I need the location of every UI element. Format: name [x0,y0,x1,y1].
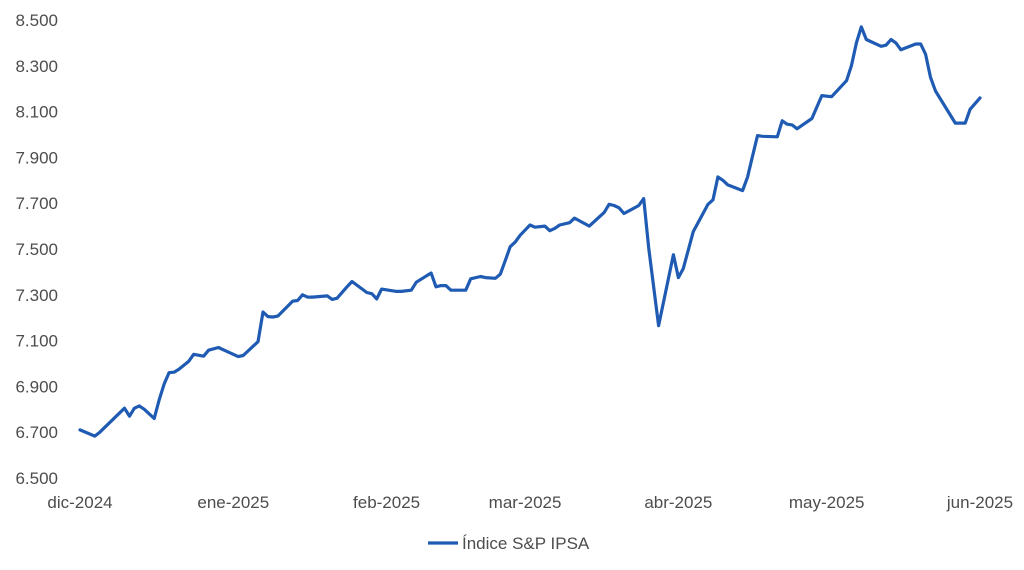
series-line [78,25,982,438]
y-tick-label: 8.500 [15,11,58,30]
x-tick-label: mar-2025 [489,493,562,512]
x-tick-label: may-2025 [789,493,865,512]
series-layer [78,25,982,438]
y-tick-label: 6.700 [15,423,58,442]
y-tick-label: 8.100 [15,103,58,122]
y-tick-label: 6.500 [15,469,58,488]
y-tick-label: 7.300 [15,286,58,305]
x-axis: dic-2024 ene-2025 feb-2025 mar-2025 abr-2025… [47,493,1013,512]
x-tick-label: abr-2025 [644,493,712,512]
x-tick-label: jun-2025 [946,493,1013,512]
y-tick-label: 6.900 [15,377,58,396]
x-tick-label: dic-2024 [47,493,112,512]
y-tick-label: 8.300 [15,57,58,76]
x-tick-label: ene-2025 [197,493,269,512]
y-tick-label: 7.100 [15,332,58,351]
y-axis: 6.500 6.700 6.900 7.100 7.300 7.500 7.700 7.900… [15,11,58,488]
y-tick-label: 7.500 [15,240,58,259]
x-tick-label: feb-2025 [353,493,420,512]
y-tick-label: 7.900 [15,148,58,167]
legend: Índice S&P IPSA [428,534,590,553]
y-tick-label: 7.700 [15,194,58,213]
legend-label: Índice S&P IPSA [462,534,590,553]
